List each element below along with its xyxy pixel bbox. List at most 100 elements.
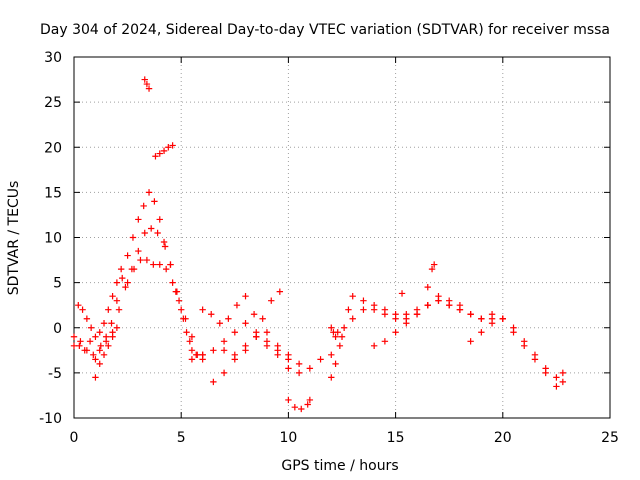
- y-tick-label: 15: [44, 185, 62, 201]
- data-point: [156, 150, 163, 157]
- data-point: [143, 80, 151, 88]
- data-point: [274, 347, 281, 354]
- y-tick-label: -5: [48, 366, 62, 382]
- series-track-l: [285, 396, 314, 413]
- data-point: [338, 333, 346, 340]
- data-point: [96, 360, 103, 368]
- data-point: [478, 315, 485, 322]
- data-point: [122, 283, 129, 291]
- series-track-q: [328, 324, 341, 340]
- data-point: [178, 306, 185, 313]
- data-point: [167, 261, 174, 268]
- data-point: [109, 333, 116, 340]
- series-track-n: [328, 297, 567, 390]
- x-tick-label: 0: [70, 430, 79, 446]
- data-point: [92, 356, 99, 363]
- series-track-o: [370, 292, 506, 349]
- data-point: [79, 306, 86, 313]
- data-point: [92, 333, 99, 340]
- data-point: [233, 301, 241, 309]
- data-point: [76, 342, 83, 349]
- data-point: [117, 265, 125, 273]
- data-point: [276, 288, 284, 295]
- data-point: [334, 329, 341, 336]
- data-point: [360, 297, 367, 304]
- data-point: [225, 315, 232, 322]
- x-tick-labels: 0 5 10 15 20 25: [70, 430, 619, 446]
- data-point: [77, 338, 84, 345]
- data-point: [381, 338, 389, 345]
- data-point: [259, 315, 266, 322]
- data-point: [263, 338, 271, 345]
- data-point: [242, 347, 249, 354]
- data-point: [332, 360, 339, 368]
- data-point: [317, 356, 324, 363]
- data-point: [156, 216, 163, 223]
- data-point: [137, 256, 144, 264]
- data-point: [150, 261, 157, 268]
- data-point: [285, 351, 292, 359]
- data-point: [105, 306, 112, 313]
- y-tick-label: 30: [44, 50, 62, 66]
- data-point: [183, 329, 190, 336]
- data-point: [220, 347, 228, 354]
- data-point: [102, 338, 110, 345]
- y-tick-label: 5: [53, 276, 62, 292]
- data-point: [456, 301, 464, 309]
- data-point: [360, 306, 367, 313]
- data-point: [87, 324, 95, 331]
- data-point: [96, 347, 103, 354]
- data-point: [306, 396, 314, 404]
- data-point: [75, 301, 82, 309]
- data-point: [147, 225, 155, 232]
- data-point: [392, 329, 399, 336]
- data-point: [115, 306, 123, 313]
- data-point: [467, 338, 474, 345]
- data-point: [86, 338, 94, 345]
- data-point: [83, 315, 91, 322]
- data-point: [113, 297, 121, 304]
- data-point: [328, 351, 335, 359]
- data-point: [97, 342, 104, 349]
- data-point: [531, 356, 539, 363]
- y-axis-label: SDTVAR / TECUs: [6, 181, 22, 296]
- data-point: [370, 342, 378, 349]
- series-track-m: [328, 292, 567, 381]
- data-point: [165, 144, 172, 151]
- data-point: [141, 229, 148, 237]
- data-point: [424, 301, 431, 309]
- series-track-a: [70, 189, 206, 363]
- series-track-e: [92, 324, 121, 381]
- data-point: [188, 347, 196, 354]
- data-point: [428, 265, 436, 273]
- data-point: [113, 324, 121, 331]
- data-point: [559, 378, 567, 386]
- x-axis-label: GPS time / hours: [281, 458, 398, 474]
- data-point: [446, 297, 453, 304]
- data-point: [210, 347, 217, 354]
- y-tick-label: 20: [44, 140, 62, 156]
- data-point: [370, 301, 378, 309]
- data-point: [173, 288, 181, 295]
- data-point: [340, 324, 348, 331]
- data-point: [231, 329, 238, 336]
- data-point: [162, 265, 170, 273]
- data-point: [151, 198, 158, 205]
- data-point: [328, 374, 335, 381]
- data-point: [553, 383, 560, 390]
- series-track-i: [199, 288, 284, 327]
- y-tick-label: 25: [44, 95, 62, 111]
- data-point: [100, 320, 108, 327]
- y-tick-label: -10: [39, 411, 62, 427]
- data-point: [478, 329, 485, 336]
- x-tick-label: 20: [494, 430, 512, 446]
- grid-lines: [74, 57, 610, 418]
- y-tick-label: 0: [53, 321, 62, 337]
- data-point: [124, 252, 131, 259]
- data-point: [199, 351, 206, 359]
- data-point: [141, 76, 148, 83]
- data-point: [253, 329, 260, 336]
- x-tick-label: 25: [601, 430, 619, 446]
- data-point: [152, 153, 159, 160]
